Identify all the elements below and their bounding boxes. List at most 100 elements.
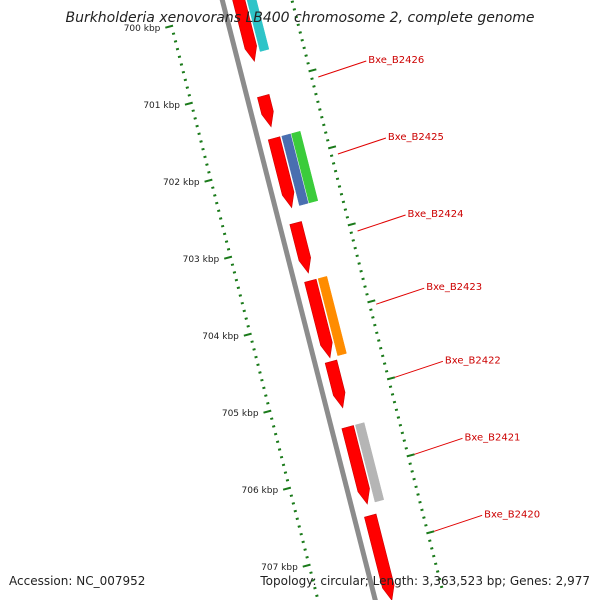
- left-tick: [309, 571, 313, 575]
- right-tick: [310, 77, 314, 81]
- left-tick: [311, 579, 315, 582]
- right-tick: [433, 562, 438, 566]
- left-tick: [275, 440, 280, 444]
- left-tick: [254, 355, 258, 359]
- cds-arrow: [364, 513, 395, 600]
- left-tick: [291, 502, 296, 505]
- scale-label: 700 kbp: [124, 24, 161, 34]
- right-tick: [418, 500, 422, 504]
- scale-label: 701 kbp: [143, 101, 180, 111]
- left-tick: [230, 263, 235, 267]
- right-tick: [347, 222, 356, 227]
- right-tick: [439, 585, 444, 589]
- gene-label: Bxe_B2421: [464, 432, 520, 443]
- right-tick: [343, 208, 348, 211]
- left-tick: [289, 494, 294, 498]
- cog-feature: [355, 422, 385, 503]
- gene-label: Bxe_B2425: [388, 132, 444, 143]
- left-tick: [266, 401, 270, 405]
- right-tick: [380, 354, 385, 358]
- right-tick: [308, 68, 317, 73]
- label-leader: [376, 287, 425, 305]
- left-tick: [301, 540, 305, 544]
- left-tick: [177, 55, 182, 59]
- left-tick: [258, 371, 262, 374]
- right-tick: [379, 346, 383, 350]
- right-tick: [322, 123, 326, 127]
- right-tick: [306, 61, 310, 65]
- left-tick: [277, 448, 282, 451]
- left-tick: [193, 117, 197, 120]
- scale-ticks: 700 kbp 701 kbp 702 kbp 703 kbp 704 kbp 705 k…: [124, 0, 444, 598]
- right-tick: [369, 308, 373, 312]
- cds-arrow: [304, 278, 333, 359]
- left-tick: [281, 463, 286, 467]
- left-tick: [205, 163, 209, 166]
- right-tick: [365, 292, 369, 296]
- label-leader: [394, 360, 444, 378]
- right-tick: [367, 299, 376, 304]
- right-tick: [357, 262, 361, 265]
- left-tick: [256, 363, 260, 367]
- right-tick: [394, 408, 399, 412]
- label-leader: [414, 437, 463, 455]
- left-tick: [262, 386, 266, 390]
- left-tick: [183, 78, 188, 82]
- left-tick: [283, 471, 288, 474]
- right-tick: [432, 554, 436, 558]
- right-tick: [302, 46, 306, 50]
- right-tick: [388, 385, 393, 389]
- left-tick: [303, 548, 307, 551]
- right-tick: [300, 38, 304, 42]
- left-tick: [179, 63, 184, 66]
- left-tick: [270, 417, 274, 421]
- left-tick: [264, 394, 268, 397]
- left-tick: [185, 86, 190, 89]
- left-tick: [299, 532, 303, 536]
- left-tick: [195, 124, 199, 128]
- left-tick: [315, 594, 319, 598]
- left-tick: [285, 478, 290, 482]
- left-tick: [201, 147, 205, 151]
- right-tick: [337, 185, 342, 188]
- right-tick: [371, 316, 375, 319]
- left-tick: [305, 555, 309, 559]
- gene-label: Bxe_B2426: [368, 55, 424, 66]
- right-tick: [373, 323, 377, 327]
- left-tick: [293, 509, 298, 513]
- scale-label: 703 kbp: [183, 255, 220, 265]
- right-tick: [355, 254, 359, 258]
- right-tick: [426, 530, 435, 535]
- left-tick: [184, 101, 193, 106]
- right-tick: [327, 145, 337, 150]
- gene-label: Bxe_B2420: [484, 509, 540, 520]
- left-tick: [282, 486, 292, 491]
- right-tick: [324, 131, 328, 134]
- backbone-line: [219, 0, 378, 600]
- right-tick: [390, 393, 395, 396]
- left-tick: [243, 332, 252, 337]
- label-leader: [357, 214, 406, 232]
- right-tick: [437, 577, 442, 581]
- right-tick: [341, 200, 346, 204]
- genome-summary: Topology: circular; Length: 3,363,523 bp…: [260, 574, 590, 588]
- left-tick: [213, 194, 217, 197]
- left-tick: [263, 409, 272, 414]
- right-tick: [363, 285, 367, 288]
- gene-track: [232, 0, 395, 600]
- left-tick: [203, 155, 207, 159]
- right-tick: [420, 508, 424, 512]
- left-tick: [199, 140, 203, 143]
- left-tick: [191, 109, 195, 113]
- label-leader: [337, 137, 387, 155]
- right-tick: [304, 54, 308, 57]
- right-tick: [294, 15, 299, 19]
- right-tick: [422, 516, 426, 519]
- gene-label: Bxe_B2422: [445, 355, 501, 366]
- left-tick: [165, 24, 174, 29]
- left-tick: [181, 70, 186, 74]
- left-tick: [302, 563, 311, 568]
- right-tick: [296, 23, 300, 27]
- label-leader: [318, 60, 367, 78]
- right-tick: [377, 339, 381, 342]
